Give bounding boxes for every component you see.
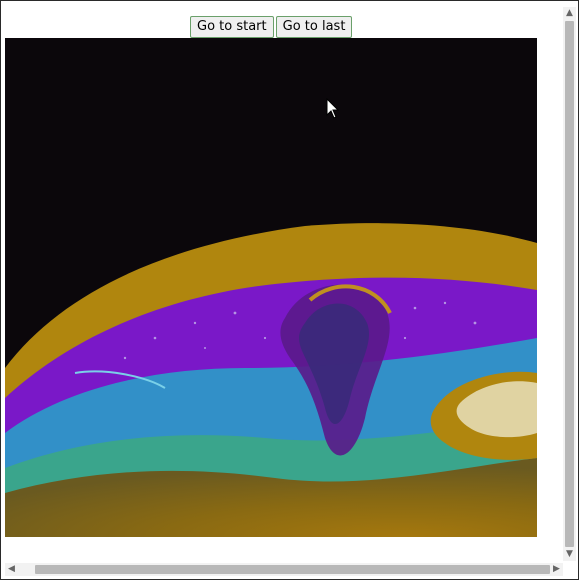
horizontal-scrollbar[interactable]: ◀ ▶ [5, 563, 563, 576]
chevron-right-icon[interactable]: ▶ [553, 564, 560, 574]
go-to-start-button[interactable]: Go to start [190, 16, 274, 38]
swirl-dark [299, 303, 370, 425]
horizontal-scroll-thumb[interactable] [35, 565, 550, 574]
swirl-gold-edge [308, 284, 392, 314]
chevron-down-icon[interactable]: ▼ [566, 549, 573, 559]
go-to-last-button[interactable]: Go to last [275, 16, 353, 38]
vertical-scroll-thumb[interactable] [565, 21, 574, 547]
chevron-left-icon[interactable]: ◀ [8, 564, 15, 574]
bubble-image [5, 38, 537, 537]
light-streak [74, 370, 166, 389]
chevron-up-icon[interactable]: ▲ [566, 8, 573, 18]
bubble-lower-gold [5, 458, 537, 537]
vertical-scrollbar[interactable]: ▲ ▼ [563, 7, 576, 561]
image-viewport[interactable] [5, 38, 537, 537]
swirl-right-cream [456, 381, 537, 438]
speckles [123, 301, 477, 360]
navigation-toolbar: Go to start Go to last [190, 16, 353, 38]
